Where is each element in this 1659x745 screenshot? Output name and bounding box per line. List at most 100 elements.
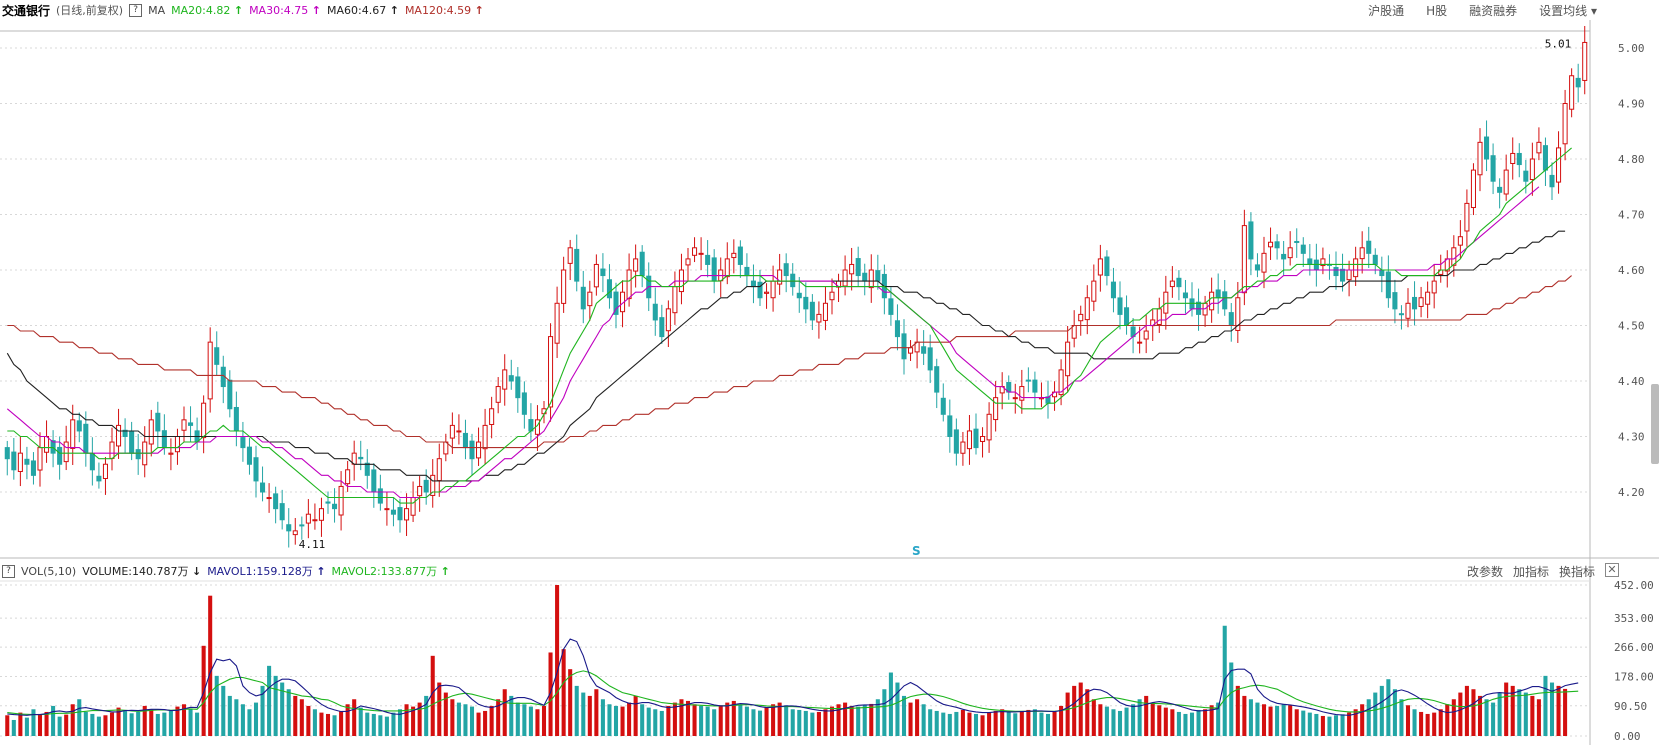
candle-body xyxy=(345,469,351,485)
volume-bar xyxy=(895,682,900,736)
candle-body xyxy=(57,446,63,465)
volume-bar xyxy=(666,705,671,736)
candle-body xyxy=(1582,41,1588,81)
candle-body xyxy=(855,258,861,277)
candle-body xyxy=(430,474,436,496)
volume-bar xyxy=(757,710,763,736)
volume-bar xyxy=(1261,704,1267,736)
volume-bar xyxy=(83,711,88,736)
volume-bar xyxy=(509,695,514,736)
candle-body xyxy=(1569,75,1575,110)
volume-bar xyxy=(1255,702,1260,736)
volume-tick-label: 452.00 xyxy=(1614,579,1654,592)
volume-bar xyxy=(869,703,874,736)
candle-body xyxy=(116,424,122,447)
candle-body xyxy=(724,258,730,278)
menu-hgt[interactable]: 沪股通 xyxy=(1368,4,1405,18)
candle-body xyxy=(63,441,69,463)
mavol1-legend: MAVOL1:159.128万 ↑ xyxy=(207,565,326,578)
candle-body xyxy=(260,482,266,493)
volume-bar xyxy=(1392,689,1397,736)
volume-bar xyxy=(993,710,998,736)
price-tick-label: 4.90 xyxy=(1618,98,1645,111)
candle-body xyxy=(966,430,972,450)
volume-bar xyxy=(1000,709,1005,736)
candle-body xyxy=(783,263,789,277)
volume-bar xyxy=(803,710,808,736)
candle-body xyxy=(44,436,50,453)
candle-body xyxy=(1169,280,1175,288)
candle-body xyxy=(233,406,239,432)
volume-bar xyxy=(70,704,75,736)
volume-bar xyxy=(469,706,475,736)
candle-body xyxy=(1143,330,1149,340)
volume-bar xyxy=(522,704,527,736)
volume-bar xyxy=(960,709,965,736)
candle-body xyxy=(1497,186,1503,193)
candle-body xyxy=(1137,341,1143,344)
candle-body xyxy=(1529,158,1535,180)
volume-bar xyxy=(502,689,507,736)
candle-body xyxy=(1484,136,1490,160)
candle-body xyxy=(849,263,855,275)
volume-bar xyxy=(51,705,56,736)
candle-body xyxy=(692,247,698,256)
candle-body xyxy=(639,251,645,277)
menu-margin-trading[interactable]: 融资融券 xyxy=(1469,4,1518,18)
volume-bar xyxy=(987,712,992,736)
candle-body xyxy=(1359,247,1365,260)
candle-body xyxy=(927,347,933,371)
candle-body xyxy=(1346,269,1352,281)
add-indicator-button[interactable]: 加指标 xyxy=(1512,565,1549,579)
candle-body xyxy=(30,460,36,476)
candle-body xyxy=(122,429,128,438)
volume-bar xyxy=(1209,705,1214,736)
volume-bar xyxy=(1216,702,1221,736)
volume-bar xyxy=(528,706,533,736)
volume-bar xyxy=(1117,710,1123,736)
candle-body xyxy=(947,415,953,437)
switch-indicator-button[interactable]: 换指标 xyxy=(1558,565,1595,579)
volume-bar xyxy=(600,699,605,736)
volume-bar xyxy=(1052,711,1057,736)
candle-body xyxy=(1182,292,1188,299)
volume-bar xyxy=(1360,704,1365,736)
candle-body xyxy=(305,513,311,524)
volume-bar xyxy=(1137,699,1142,736)
candle-body xyxy=(371,469,377,493)
volume-bar xyxy=(325,713,331,736)
volume-tick-label: 353.00 xyxy=(1614,612,1654,625)
menu-h-share[interactable]: H股 xyxy=(1426,4,1448,18)
volume-bar xyxy=(1006,711,1011,736)
volume-bar xyxy=(574,685,579,736)
candle-body xyxy=(436,458,442,482)
volume-bar xyxy=(1471,689,1476,736)
volume-help-icon[interactable]: ? xyxy=(2,564,15,578)
menu-ma-settings[interactable]: 设置均线 ▾ xyxy=(1539,4,1597,18)
candle-body xyxy=(1189,298,1195,310)
volume-bar xyxy=(208,595,213,736)
candle-body xyxy=(790,273,796,288)
candle-body xyxy=(253,457,259,482)
candle-body xyxy=(1228,312,1234,327)
candle-body xyxy=(1274,241,1280,249)
candle-body xyxy=(665,308,671,332)
candle-body xyxy=(574,248,580,282)
change-params-button[interactable]: 改参数 xyxy=(1466,565,1503,579)
volume-bar xyxy=(751,709,756,736)
scroll-handle[interactable] xyxy=(1651,384,1659,464)
volume-bar xyxy=(555,585,560,736)
price-tick-label: 4.80 xyxy=(1618,153,1645,166)
candle-body xyxy=(1241,225,1247,294)
volume-bar xyxy=(1491,702,1496,736)
close-icon[interactable]: ✕ xyxy=(1605,563,1619,577)
volume-bar xyxy=(679,699,684,736)
candle-body xyxy=(246,446,252,465)
candle-body xyxy=(777,269,783,285)
candle-body xyxy=(279,503,285,521)
help-icon[interactable]: ? xyxy=(129,3,143,17)
volume-bar xyxy=(1176,711,1181,736)
volume-bar xyxy=(1045,713,1051,736)
candle-body xyxy=(201,402,207,439)
